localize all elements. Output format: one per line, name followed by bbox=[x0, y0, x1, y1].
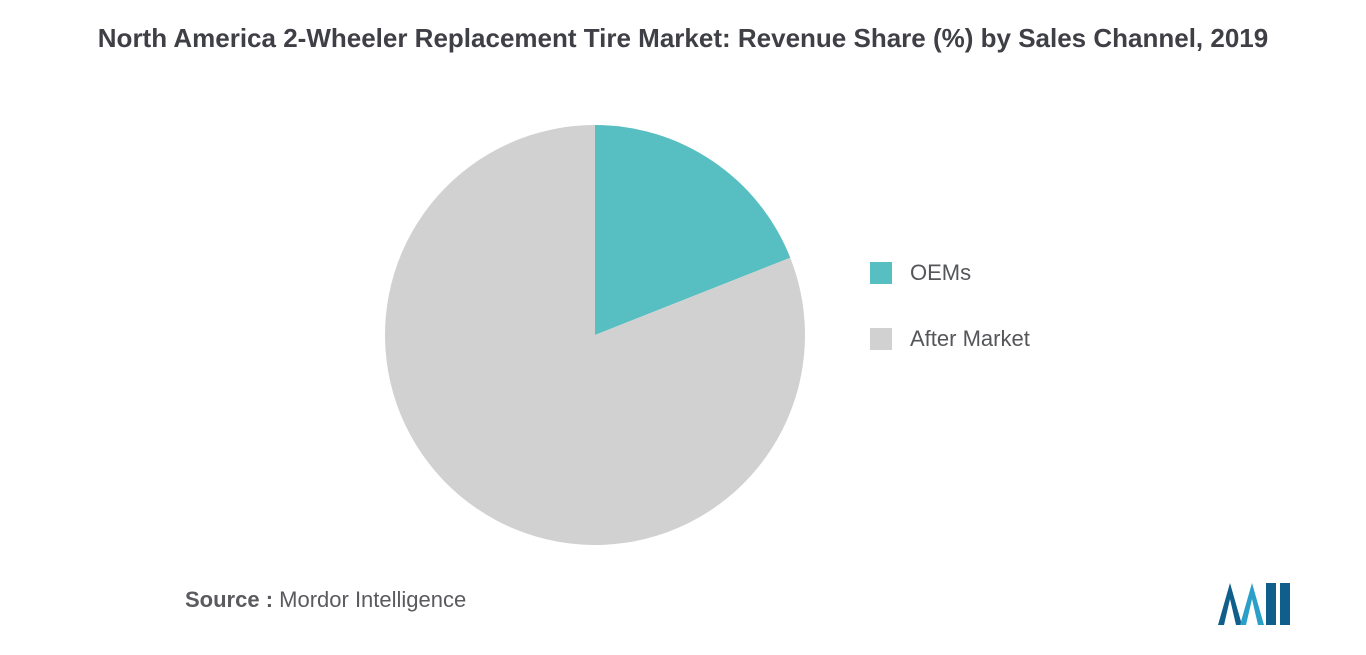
logo-shape-icon bbox=[1218, 583, 1242, 625]
legend-swatch-icon bbox=[870, 262, 892, 284]
legend-item-aftermarket: After Market bbox=[870, 326, 1030, 352]
pie-svg bbox=[380, 120, 810, 550]
brand-logo-icon bbox=[1216, 579, 1306, 627]
legend-swatch-icon bbox=[870, 328, 892, 350]
logo-shape-icon bbox=[1280, 583, 1290, 625]
legend-label: OEMs bbox=[910, 260, 971, 286]
legend-label: After Market bbox=[910, 326, 1030, 352]
source-value: Mordor Intelligence bbox=[279, 587, 466, 612]
logo-shape-icon bbox=[1266, 583, 1276, 625]
logo-shape-icon bbox=[1240, 583, 1264, 625]
chart-title: North America 2-Wheeler Replacement Tire… bbox=[0, 20, 1366, 56]
source-label: Source : bbox=[185, 587, 279, 612]
pie-chart bbox=[380, 120, 810, 550]
legend: OEMs After Market bbox=[870, 260, 1030, 352]
source-line: Source : Mordor Intelligence bbox=[185, 587, 466, 613]
legend-item-oems: OEMs bbox=[870, 260, 1030, 286]
